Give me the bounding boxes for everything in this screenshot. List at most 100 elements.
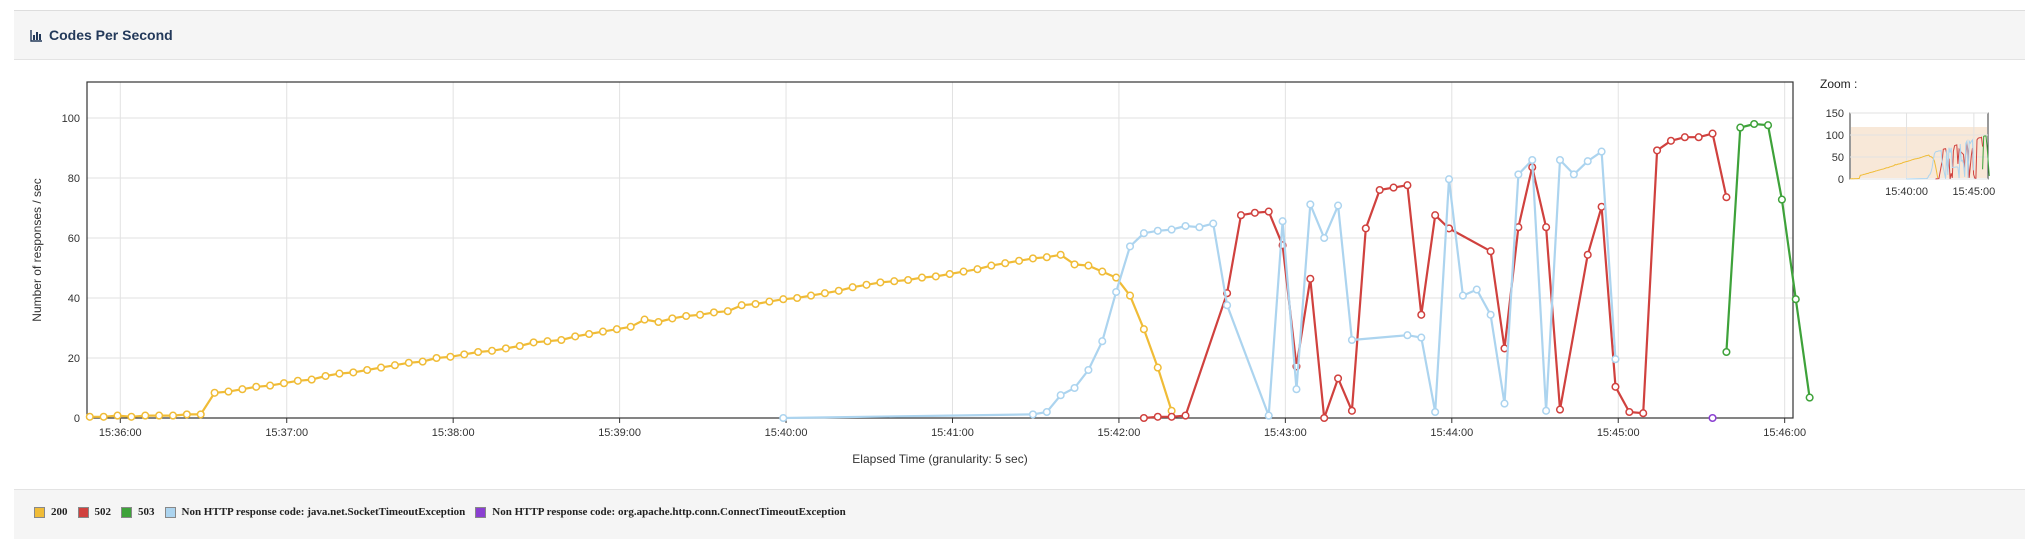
data-point[interactable] bbox=[1139, 229, 1148, 238]
data-point[interactable] bbox=[765, 297, 774, 306]
data-point[interactable] bbox=[1458, 291, 1467, 300]
data-point[interactable] bbox=[931, 272, 940, 281]
data-point[interactable] bbox=[1444, 175, 1454, 184]
data-point[interactable] bbox=[238, 385, 247, 394]
data-point[interactable] bbox=[224, 387, 233, 396]
data-point[interactable] bbox=[737, 301, 746, 310]
data-point[interactable] bbox=[1195, 223, 1204, 232]
data-point[interactable] bbox=[1125, 291, 1135, 300]
data-point[interactable] bbox=[1112, 287, 1121, 297]
data-point[interactable] bbox=[1028, 410, 1037, 419]
data-point[interactable] bbox=[1306, 200, 1315, 209]
data-point[interactable] bbox=[1181, 411, 1190, 420]
data-point[interactable] bbox=[404, 358, 413, 367]
data-point[interactable] bbox=[1112, 273, 1121, 282]
data-point[interactable] bbox=[793, 293, 802, 303]
data-point[interactable] bbox=[1320, 233, 1329, 243]
data-point[interactable] bbox=[1708, 413, 1717, 423]
data-point[interactable] bbox=[1708, 129, 1717, 138]
data-point[interactable] bbox=[1347, 406, 1356, 415]
data-point[interactable] bbox=[1028, 254, 1037, 263]
data-point[interactable] bbox=[1750, 119, 1759, 129]
series-503[interactable] bbox=[1722, 119, 1814, 402]
data-point[interactable] bbox=[1569, 170, 1578, 179]
data-point[interactable] bbox=[1583, 157, 1592, 166]
data-point[interactable] bbox=[1694, 133, 1703, 142]
data-point[interactable] bbox=[85, 412, 94, 421]
data-point[interactable] bbox=[917, 273, 927, 282]
data-point[interactable] bbox=[1542, 223, 1551, 232]
data-point[interactable] bbox=[598, 327, 608, 336]
data-point[interactable] bbox=[1514, 170, 1523, 179]
data-point[interactable] bbox=[1278, 217, 1287, 226]
data-point[interactable] bbox=[1070, 383, 1079, 393]
data-point[interactable] bbox=[141, 411, 150, 420]
data-point[interactable] bbox=[1680, 133, 1689, 142]
data-point[interactable] bbox=[474, 347, 483, 357]
data-point[interactable] bbox=[501, 344, 510, 353]
data-point[interactable] bbox=[834, 286, 843, 295]
data-point[interactable] bbox=[806, 291, 816, 300]
data-point[interactable] bbox=[696, 310, 705, 319]
data-point[interactable] bbox=[1125, 242, 1135, 251]
zoom-overview-chart[interactable]: 150 100 50 0 15:40:00 15:45:00 bbox=[1826, 108, 1996, 198]
data-point[interactable] bbox=[1431, 407, 1440, 417]
data-point[interactable] bbox=[1153, 226, 1162, 235]
data-point[interactable] bbox=[1777, 195, 1786, 204]
legend-swatch[interactable] bbox=[475, 506, 487, 518]
data-point[interactable] bbox=[1431, 211, 1440, 220]
data-point[interactable] bbox=[1098, 337, 1107, 346]
data-point[interactable] bbox=[779, 413, 788, 423]
data-point[interactable] bbox=[626, 322, 635, 331]
data-point[interactable] bbox=[1264, 411, 1273, 420]
data-point[interactable] bbox=[1209, 219, 1218, 228]
legend-swatch[interactable] bbox=[77, 506, 89, 518]
data-point[interactable] bbox=[1084, 365, 1093, 375]
data-point[interactable] bbox=[1306, 274, 1315, 283]
data-point[interactable] bbox=[252, 382, 261, 391]
data-point[interactable] bbox=[1403, 331, 1412, 340]
data-point[interactable] bbox=[1347, 335, 1356, 345]
data-point[interactable] bbox=[904, 275, 913, 285]
legend-item[interactable]: 503 bbox=[121, 506, 155, 518]
data-point[interactable] bbox=[210, 388, 219, 397]
data-point[interactable] bbox=[1375, 185, 1384, 195]
data-point[interactable] bbox=[640, 315, 649, 324]
data-point[interactable] bbox=[1181, 221, 1190, 231]
data-point[interactable] bbox=[1597, 202, 1606, 211]
series-line[interactable] bbox=[89, 253, 1173, 418]
data-point[interactable] bbox=[1139, 325, 1148, 334]
series-line[interactable] bbox=[1725, 122, 1811, 398]
data-point[interactable] bbox=[1236, 211, 1246, 220]
data-point[interactable] bbox=[820, 289, 829, 298]
data-point[interactable] bbox=[945, 269, 954, 279]
data-point[interactable] bbox=[751, 299, 760, 309]
legend-swatch[interactable] bbox=[121, 506, 132, 518]
series-200[interactable] bbox=[85, 250, 1176, 421]
data-point[interactable] bbox=[779, 295, 788, 304]
legend-item[interactable]: 200 bbox=[34, 506, 68, 518]
data-point[interactable] bbox=[1139, 413, 1148, 423]
data-point[interactable] bbox=[1153, 412, 1162, 421]
data-point[interactable] bbox=[1250, 208, 1259, 217]
data-point[interactable] bbox=[293, 376, 302, 385]
data-point[interactable] bbox=[127, 412, 136, 421]
data-point[interactable] bbox=[1167, 412, 1176, 421]
data-point[interactable] bbox=[959, 267, 968, 276]
data-point[interactable] bbox=[557, 335, 566, 345]
legend-item[interactable]: Non HTTP response code: org.apache.http.… bbox=[475, 506, 846, 518]
data-point[interactable] bbox=[1555, 405, 1565, 414]
data-point[interactable] bbox=[682, 311, 691, 321]
data-point[interactable] bbox=[1542, 406, 1551, 415]
data-point[interactable] bbox=[1666, 136, 1675, 145]
data-point[interactable] bbox=[1042, 407, 1051, 417]
data-point[interactable] bbox=[987, 261, 996, 270]
data-point[interactable] bbox=[1417, 333, 1426, 342]
data-point[interactable] bbox=[654, 317, 663, 327]
data-point[interactable] bbox=[973, 265, 982, 274]
legend-swatch[interactable] bbox=[164, 506, 176, 518]
data-point[interactable] bbox=[723, 307, 732, 316]
data-point[interactable] bbox=[1763, 121, 1773, 130]
data-point[interactable] bbox=[196, 410, 205, 419]
